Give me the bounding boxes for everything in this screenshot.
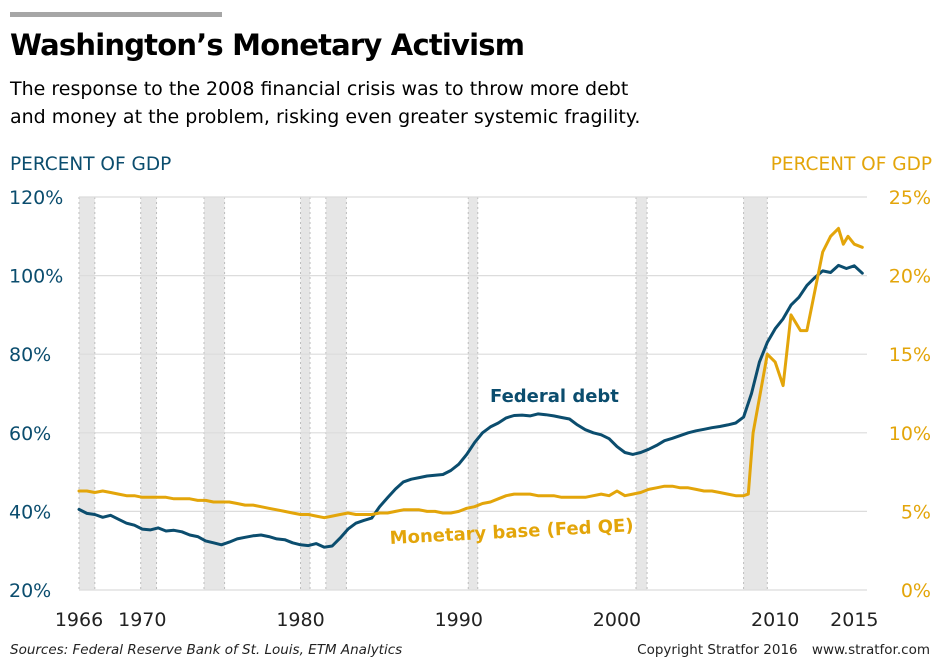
x-tick-label: 1980 (276, 609, 324, 631)
recession-band-6 (635, 197, 648, 590)
federal-debt-label: Federal debt (490, 386, 619, 407)
left-tick-label: 80% (9, 344, 51, 366)
x-tick-label: 1970 (118, 609, 166, 631)
x-tick-label: 2000 (593, 609, 641, 631)
left-axis-title: PERCENT OF GDP (10, 154, 172, 175)
x-tick-label: 2010 (751, 609, 799, 631)
right-tick-label: 10% (889, 423, 931, 445)
recession-band-4 (325, 197, 347, 590)
subtitle-line-1: The response to the 2008 financial crisi… (10, 78, 629, 100)
right-tick-label: 0% (901, 580, 931, 602)
left-tick-label: 40% (9, 501, 51, 523)
x-tick-label: 1990 (435, 609, 483, 631)
subtitle-line-2: and money at the problem, risking even g… (10, 106, 641, 128)
recession-band-1 (140, 197, 157, 590)
series-lines (77, 226, 864, 549)
left-tick-label: 60% (9, 423, 51, 445)
recession-band-0 (79, 197, 95, 590)
recession-band-2 (204, 197, 225, 590)
left-tick-label: 120% (9, 187, 63, 209)
left-tick-label: 20% (9, 580, 51, 602)
recession-band-3 (300, 197, 311, 590)
grid-lines (79, 196, 867, 591)
axis-labels: 20% 40% 60% 80% 100% 120% 0% 5% 10% 15% 20% 25% 1966… (9, 187, 931, 631)
left-tick-label: 100% (9, 266, 63, 288)
monetary-base-label: Monetary base (Fed QE) (389, 515, 634, 549)
recession-band-5 (468, 197, 478, 590)
right-tick-label: 5% (901, 501, 931, 523)
x-tick-label: 2015 (830, 609, 878, 631)
federal-debt-line (77, 263, 864, 549)
x-tick-label: 1966 (55, 609, 103, 631)
credits: Copyright Stratfor 2016 www.stratfor.com (627, 642, 930, 658)
copyright-text: Copyright Stratfor 2016 (637, 642, 798, 658)
right-tick-label: 20% (889, 266, 931, 288)
right-tick-label: 25% (889, 187, 931, 209)
right-axis-title: PERCENT OF GDP (770, 154, 932, 175)
top-accent-bar (10, 12, 222, 17)
chart-subtitle: The response to the 2008 financial crisi… (10, 75, 690, 131)
website-link[interactable]: www.stratfor.com (811, 642, 930, 658)
monetary-base-line (77, 226, 864, 520)
recession-band-7 (743, 197, 768, 590)
right-tick-label: 15% (889, 344, 931, 366)
chart-title: Washington’s Monetary Activism (10, 28, 525, 62)
sources-note: Sources: Federal Reserve Bank of St. Lou… (10, 642, 403, 658)
series-labels: Federal debt Monetary base (Fed QE) (389, 386, 634, 549)
